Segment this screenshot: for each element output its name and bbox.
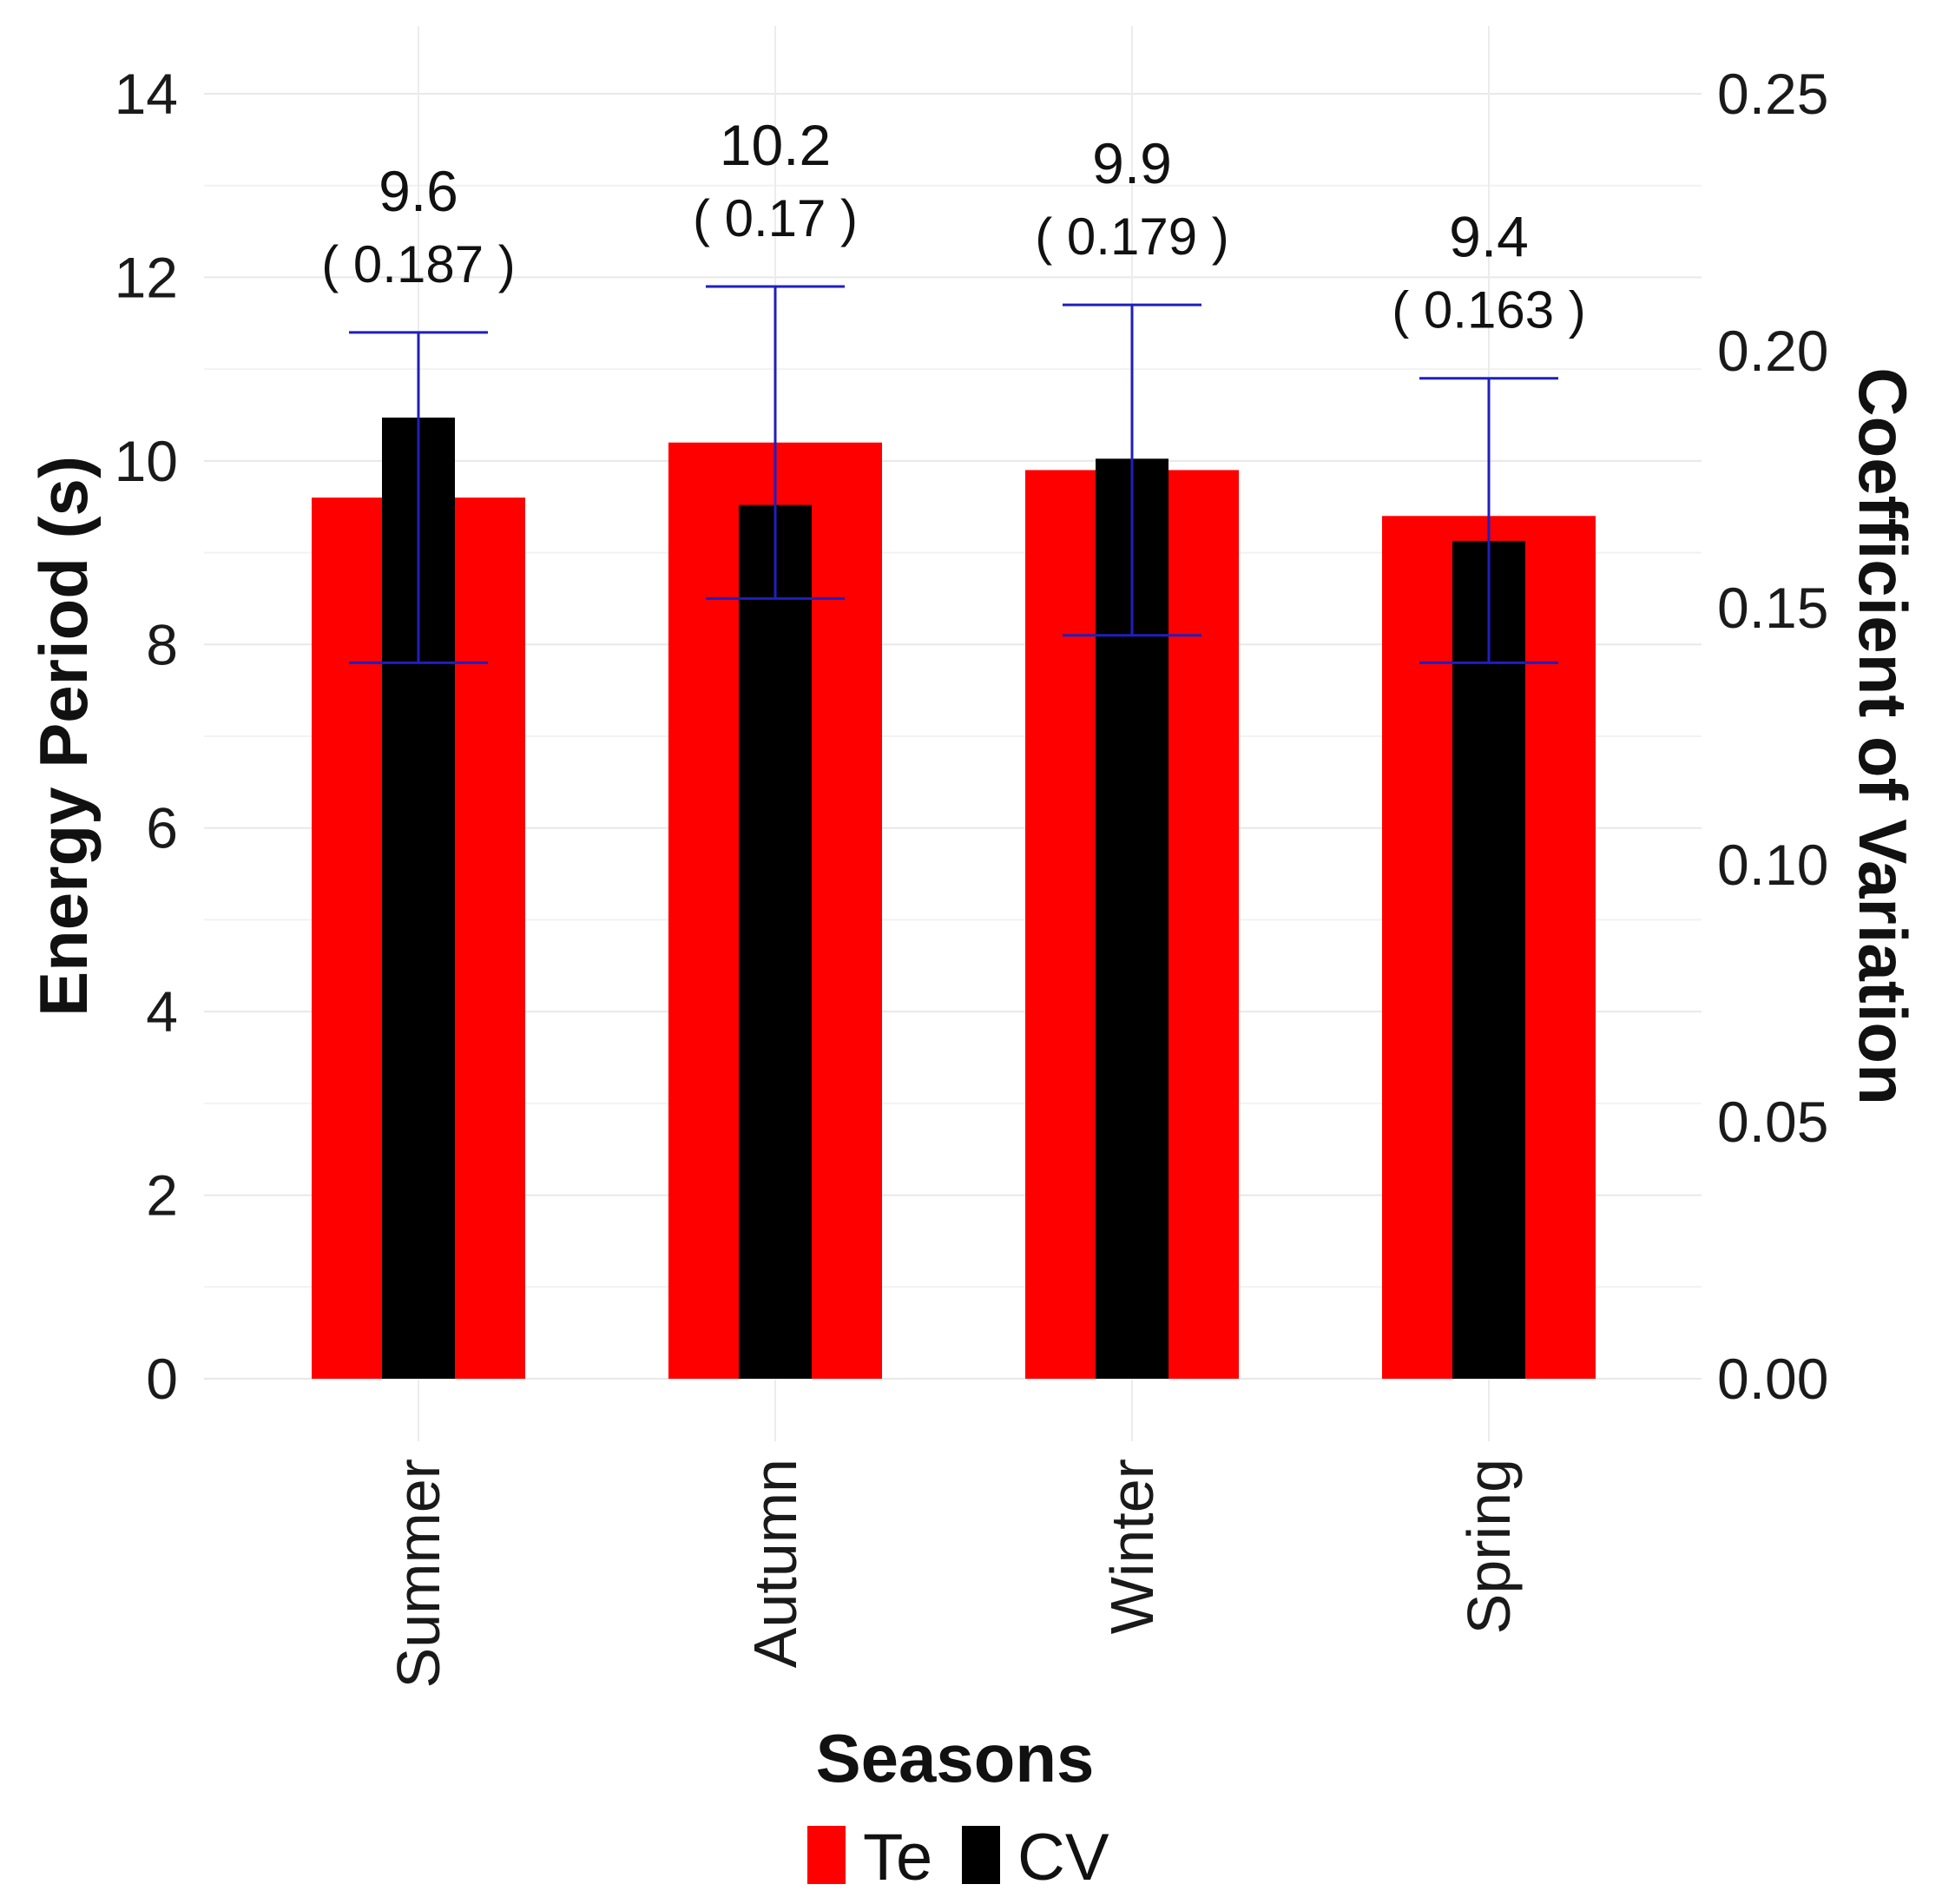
y2-tick-label: 0.25 [1717,62,1828,126]
te-bars [312,442,1596,1379]
legend: Te CV [807,1821,1109,1894]
te-value-label: 10.2 [720,113,831,177]
y-tick-label: 12 [115,245,178,309]
y-tick-label: 4 [146,979,178,1044]
y-tick-label: 6 [146,796,178,860]
y2-tick-label: 0.15 [1717,576,1828,640]
y-tick-label: 8 [146,612,178,676]
x-tick-label-autumn: Autumn [741,1459,809,1668]
legend-label-cv: CV [1017,1821,1109,1894]
y-tick-label: 14 [115,62,178,126]
legend-swatch-te [807,1826,846,1884]
y2-tick-label: 0.10 [1717,833,1828,897]
y-axis-title: Energy Period (s) [25,456,102,1017]
x-axis-ticks: Summer Autumn Winter Spring [385,1459,1523,1688]
cv-bar-autumn [739,504,812,1379]
y-tick-label: 10 [115,429,178,493]
te-value-label: 9.4 [1449,205,1529,269]
value-labels: 9.6 ( 0.187 ) 10.2 ( 0.17 ) 9.9 ( 0.179 ) 9.4 (… [321,113,1585,339]
legend-swatch-cv [962,1826,1000,1884]
y2-tick-label: 0.05 [1717,1090,1828,1154]
te-value-label: 9.9 [1092,131,1172,195]
cv-bar-spring [1452,541,1525,1379]
cv-value-label: ( 0.163 ) [1392,281,1585,339]
cv-value-label: ( 0.179 ) [1035,208,1228,266]
cv-value-label: ( 0.17 ) [693,189,858,247]
cv-value-label: ( 0.187 ) [321,235,515,293]
legend-label-te: Te [863,1821,932,1894]
left-axis-ticks: 0 2 4 6 8 10 12 14 [115,62,178,1411]
error-bars [349,285,1558,664]
y-tick-label: 0 [146,1347,178,1411]
right-axis-ticks: 0.00 0.05 0.10 0.15 0.20 0.25 [1717,62,1828,1411]
x-tick-label-summer: Summer [385,1459,452,1688]
cv-bars [382,417,1525,1380]
x-tick-label-spring: Spring [1455,1459,1523,1634]
te-value-label: 9.6 [379,159,458,223]
y2-axis-title: Coefficient of Variation [1845,367,1921,1104]
x-tick-label-winter: Winter [1098,1459,1166,1634]
y-tick-label: 2 [146,1163,178,1228]
x-axis-title: Seasons [816,1720,1095,1796]
y2-tick-label: 0.00 [1717,1347,1828,1411]
y2-tick-label: 0.20 [1717,319,1828,383]
